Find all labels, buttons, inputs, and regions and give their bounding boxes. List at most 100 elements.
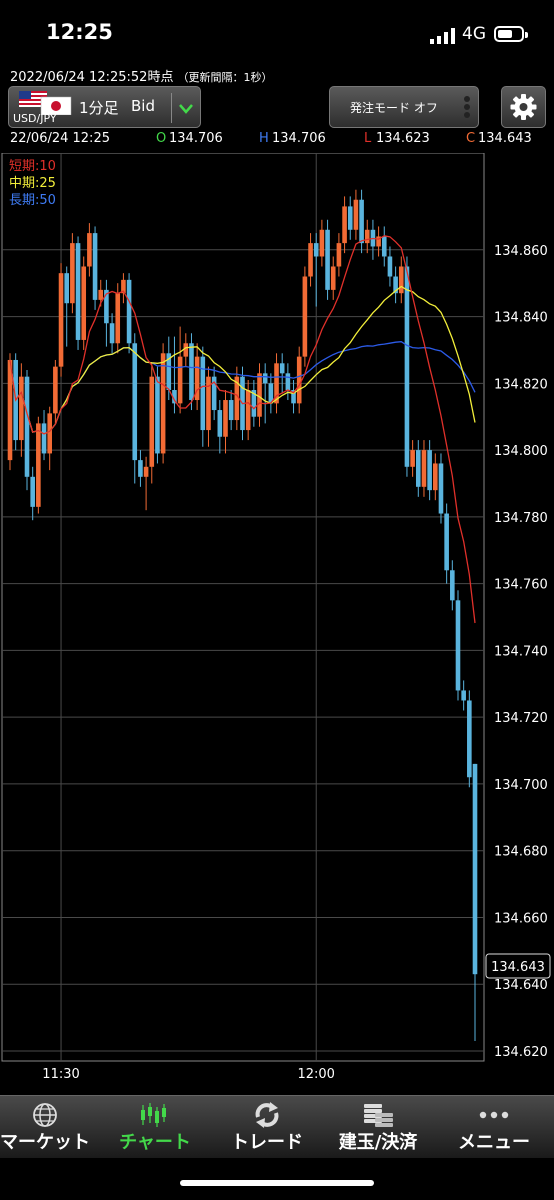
nav-trade[interactable]: トレード <box>220 1096 314 1158</box>
dropdown-button[interactable] <box>171 93 200 123</box>
candle <box>330 256 336 300</box>
y-tick-label: 134.840 <box>494 311 548 326</box>
toggle-dots-icon <box>464 96 470 118</box>
candle <box>143 456 149 511</box>
candle-body <box>404 266 410 467</box>
candle-body <box>302 276 308 357</box>
current-price-tag: 134.643 <box>485 953 551 979</box>
candle <box>251 380 257 427</box>
nav-chart[interactable]: チャート <box>108 1096 202 1158</box>
nav-market[interactable]: マーケット <box>0 1096 90 1158</box>
candle-body <box>177 356 183 404</box>
candle <box>308 233 313 287</box>
candle-body <box>433 463 438 491</box>
candle-body <box>30 476 35 507</box>
candle <box>81 256 87 350</box>
nav-chart-label: チャート <box>119 1132 191 1153</box>
y-tick-label: 134.640 <box>494 978 548 993</box>
order-mode-toggle[interactable]: 発注モード オフ <box>329 86 479 128</box>
candle-body <box>211 376 217 411</box>
candle <box>404 256 410 477</box>
settings-button[interactable] <box>501 86 546 128</box>
candle-body <box>104 289 109 324</box>
candle <box>421 440 427 497</box>
candle <box>313 233 319 307</box>
price-chart[interactable]: 134.860 134.840 134.820 134.800 134.780 134.7… <box>0 153 554 1085</box>
pair-label: USD/JPY <box>13 112 57 125</box>
y-tick-label: 134.620 <box>494 1045 548 1060</box>
candle-body <box>217 410 223 437</box>
coins-icon <box>364 1104 393 1127</box>
candle-body <box>438 463 444 514</box>
low-prefix: L <box>364 131 372 146</box>
candle-body <box>143 466 149 477</box>
candle-body <box>160 353 166 454</box>
candle <box>370 219 376 260</box>
candle-body <box>461 690 466 701</box>
candle-body <box>92 233 98 300</box>
candle-body <box>393 276 398 294</box>
high-prefix: H <box>259 131 269 146</box>
x-tick-label: 11:30 <box>42 1067 79 1082</box>
candle <box>64 266 70 347</box>
candle-body <box>132 343 138 461</box>
candle-body <box>121 279 126 294</box>
candle <box>398 256 404 304</box>
candle-body <box>364 229 370 244</box>
candle-body <box>415 450 421 487</box>
nav-market-label: マーケット <box>0 1132 90 1153</box>
candle-body <box>398 266 404 294</box>
candle-body <box>262 373 268 384</box>
candle <box>138 450 143 487</box>
candle <box>19 363 24 457</box>
candle <box>36 416 41 514</box>
candle-body <box>336 243 342 267</box>
y-tick-label: 134.740 <box>494 644 548 659</box>
candle <box>87 223 92 277</box>
candle <box>359 189 364 254</box>
candle <box>302 266 308 367</box>
price-type-label: Bid <box>131 97 155 115</box>
candle <box>279 353 285 394</box>
open-prefix: O <box>156 131 167 146</box>
candle <box>206 366 211 447</box>
candle <box>223 390 228 454</box>
nav-menu[interactable]: メニュー <box>444 1096 544 1158</box>
candle <box>70 233 75 314</box>
candle-body <box>87 233 92 267</box>
candle-body <box>64 273 70 304</box>
candle <box>13 353 18 451</box>
network-label: 4G <box>462 24 486 44</box>
candle <box>211 366 217 421</box>
candle <box>47 406 52 471</box>
candle <box>53 359 58 424</box>
gear-icon <box>510 94 537 120</box>
candle <box>7 353 13 471</box>
candle <box>415 440 421 497</box>
symbol-selector[interactable]: USD/JPY 1分足 Bid <box>8 86 201 128</box>
globe-icon <box>33 1103 57 1127</box>
candle-body <box>308 243 313 277</box>
candle-body <box>251 390 257 417</box>
x-tick-label: 12:00 <box>297 1067 334 1082</box>
candle-body <box>427 450 432 491</box>
candle <box>109 313 115 354</box>
signal-icon <box>430 28 455 44</box>
candle-body <box>70 243 75 304</box>
usd-jpy-flag-icon <box>19 91 72 115</box>
menu-dots-icon <box>479 1111 509 1119</box>
candle-body <box>126 279 132 344</box>
candle-body <box>245 390 251 431</box>
candle-body <box>206 376 211 431</box>
nav-positions[interactable]: 建玉/決済 <box>330 1096 426 1158</box>
candle-body <box>381 236 387 257</box>
candle-body <box>81 266 87 340</box>
candle <box>319 219 325 267</box>
candle-body <box>285 373 291 391</box>
nav-menu-label: メニュー <box>458 1132 530 1153</box>
candle <box>245 380 251 441</box>
current-price-label: 134.643 <box>491 960 545 975</box>
candle <box>393 266 398 304</box>
candle <box>410 440 415 477</box>
candle <box>217 400 223 454</box>
